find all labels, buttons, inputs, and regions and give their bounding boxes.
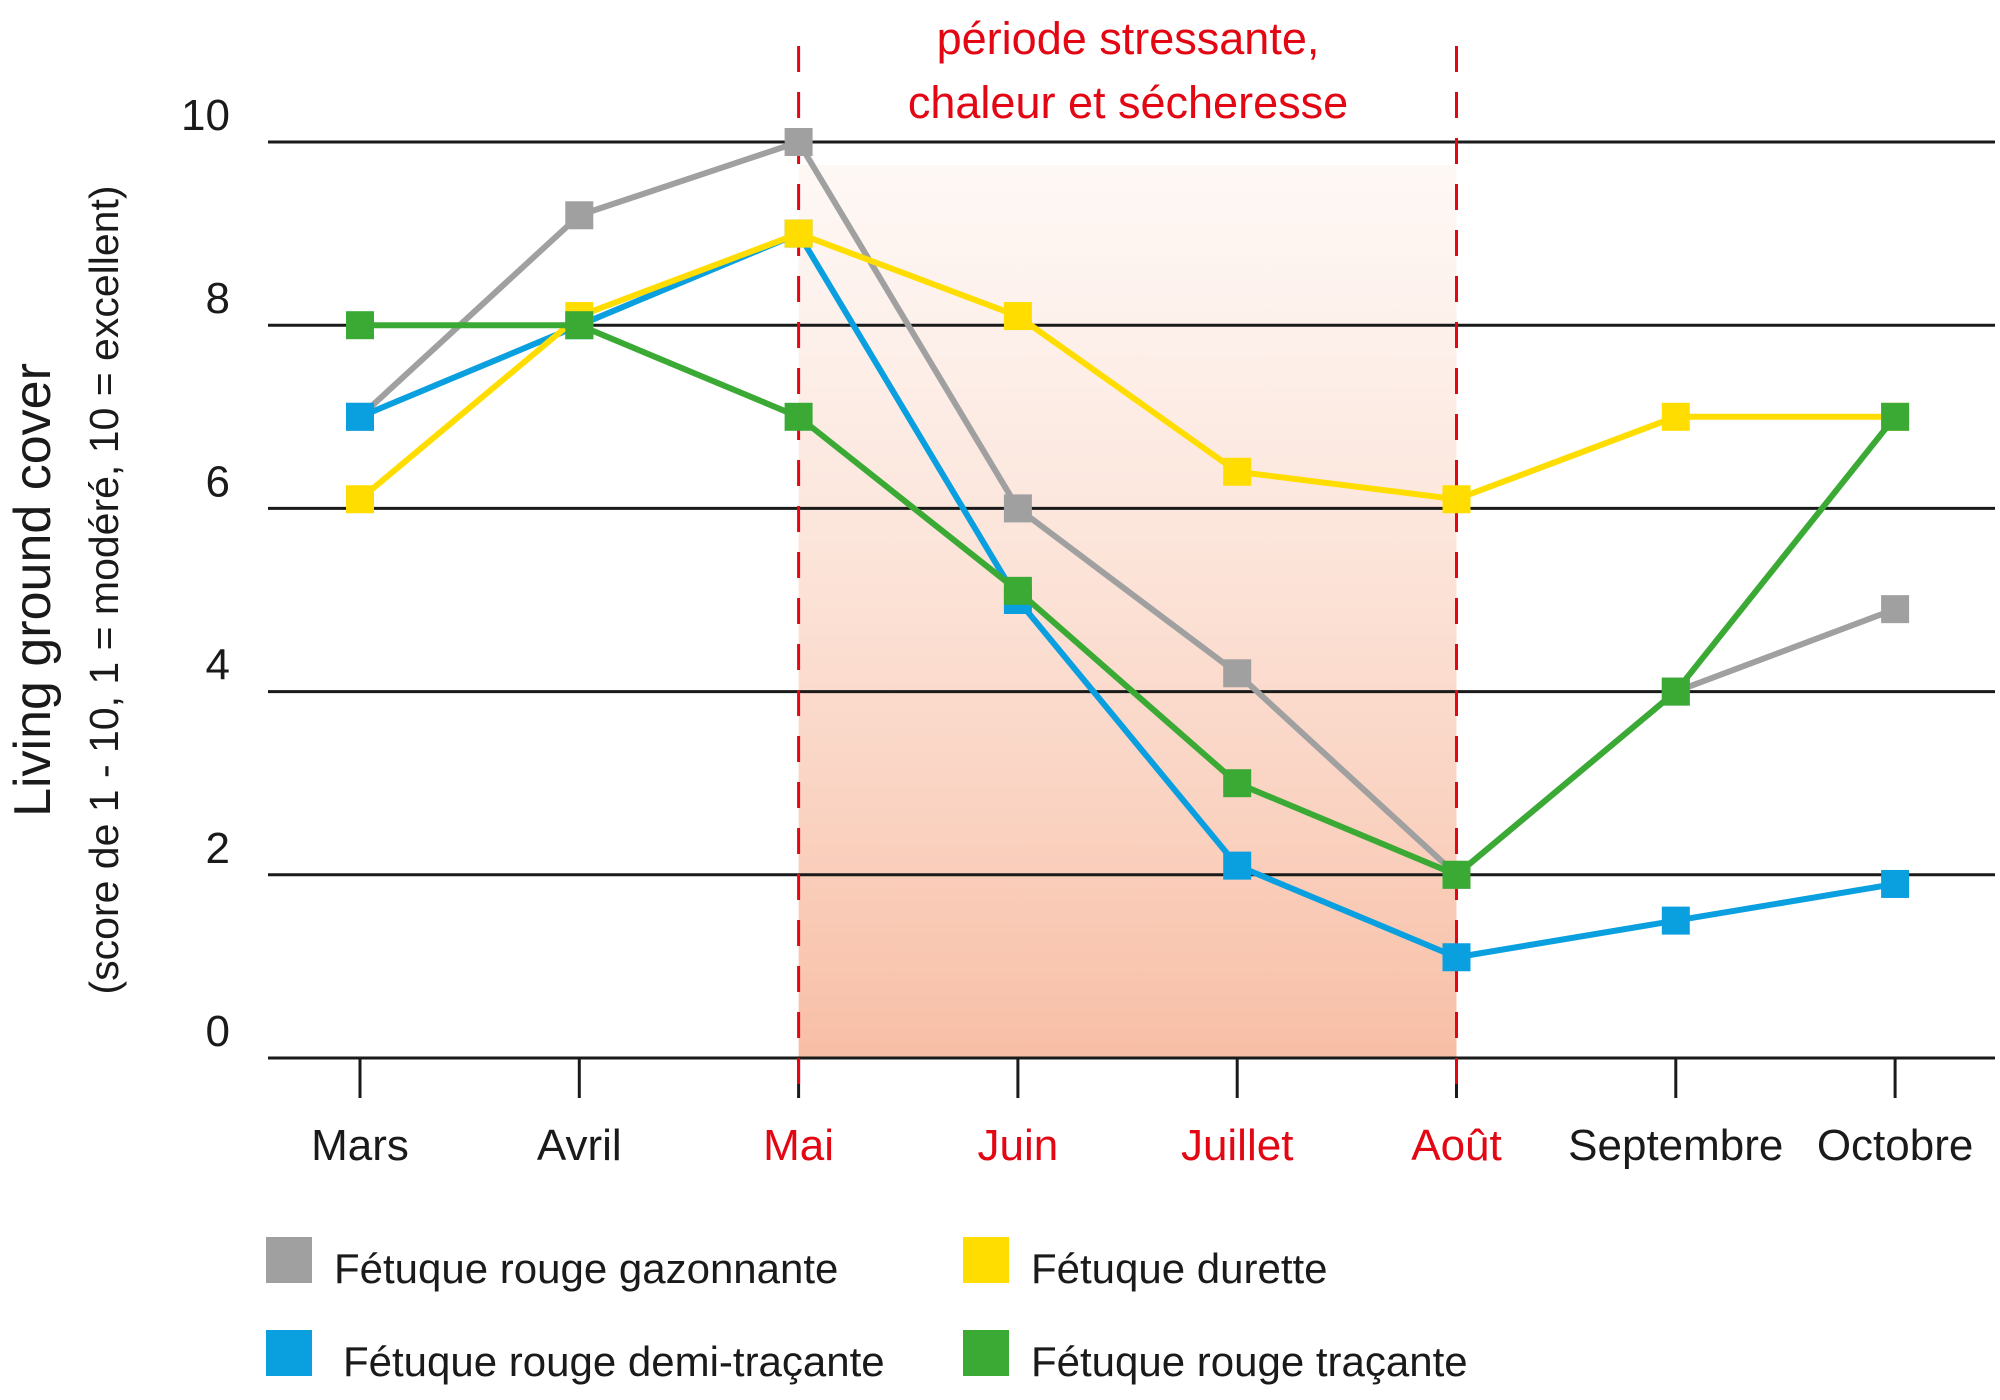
data-point-fetuque-rouge-gazonnante-octobre	[1881, 595, 1910, 624]
data-point-fetuque-rouge-tracante-mars	[346, 311, 374, 340]
data-point-fetuque-durette-juin	[1003, 302, 1032, 331]
series-layer	[346, 128, 1910, 972]
series-fetuque-rouge-tracante	[346, 311, 1910, 889]
legend-swatch-durette	[963, 1237, 1009, 1283]
data-point-fetuque-rouge-gazonnante-juillet	[1223, 659, 1252, 688]
data-point-fetuque-durette-mars	[346, 485, 374, 514]
data-point-fetuque-durette-aout	[1442, 485, 1471, 514]
y-axis-subtitle: (score de 1 - 10, 1 = modéré, 10 = excel…	[81, 185, 127, 994]
x-tick-label-juin: Juin	[978, 1121, 1059, 1170]
x-axis-tick-labels: Mars Avril Mai Juin Juillet Août Septembre Octo…	[311, 1121, 1973, 1170]
data-point-fetuque-rouge-gazonnante-avril	[565, 201, 594, 230]
legend-label-durette: Fétuque durette	[1031, 1245, 1328, 1292]
series-line-fetuque-rouge-tracante	[360, 322, 1898, 878]
x-tick-label-octobre: Octobre	[1817, 1121, 1974, 1170]
legend: Fétuque rouge gazonnante Fétuque durette…	[266, 1237, 1468, 1385]
legend-swatch-gazonnante	[266, 1237, 312, 1283]
y-tick-label-10: 10	[181, 91, 230, 140]
data-point-fetuque-rouge-demi-tracante-juillet	[1223, 851, 1252, 880]
data-point-fetuque-rouge-demi-tracante-mars	[346, 402, 374, 431]
legend-label-gazonnante: Fétuque rouge gazonnante	[334, 1245, 838, 1292]
data-point-fetuque-rouge-demi-tracante-aout	[1442, 943, 1471, 972]
series-line-fetuque-durette	[358, 230, 1896, 503]
data-point-fetuque-durette-juillet	[1223, 457, 1252, 486]
data-point-fetuque-rouge-tracante-aout	[1442, 860, 1471, 889]
data-point-fetuque-rouge-tracante-octobre	[1881, 402, 1910, 431]
x-tick-label-avril: Avril	[537, 1121, 622, 1170]
legend-swatch-tracante	[963, 1330, 1009, 1376]
data-point-fetuque-rouge-gazonnante-mai	[784, 128, 813, 156]
y-tick-label-0: 0	[206, 1007, 230, 1056]
x-tick-label-septembre: Septembre	[1568, 1121, 1783, 1170]
x-tick-label-mars: Mars	[311, 1121, 409, 1170]
x-tick-label-juillet: Juillet	[1181, 1121, 1294, 1170]
y-tick-label-2: 2	[206, 824, 230, 873]
series-line-fetuque-rouge-demi-tracante	[358, 230, 1896, 961]
y-tick-label-4: 4	[206, 641, 230, 690]
data-point-fetuque-rouge-tracante-mai	[784, 402, 813, 431]
data-point-fetuque-rouge-gazonnante-juin	[1003, 494, 1032, 523]
x-axis-ticks	[358, 1058, 1897, 1098]
legend-label-demi-tracante: Fétuque rouge demi-traçante	[343, 1338, 885, 1385]
data-point-fetuque-rouge-demi-tracante-septembre	[1661, 906, 1690, 935]
stress-period-label-line-2: chaleur et sécheresse	[908, 77, 1348, 128]
stress-period-shading	[798, 165, 1457, 1058]
data-point-fetuque-rouge-tracante-avril	[565, 311, 594, 340]
data-point-fetuque-rouge-tracante-juin	[1003, 576, 1032, 605]
stress-period-label-line-1: période stressante,	[937, 13, 1320, 64]
data-point-fetuque-rouge-tracante-juillet	[1223, 769, 1252, 798]
y-axis-title: Living ground cover	[4, 363, 62, 817]
x-tick-label-mai: Mai	[763, 1121, 834, 1170]
legend-swatch-demi-tracante	[266, 1330, 312, 1376]
data-point-fetuque-rouge-tracante-septembre	[1661, 677, 1690, 706]
y-axis-tick-labels: 0 2 4 6 8 10	[181, 91, 230, 1056]
legend-label-tracante: Fétuque rouge traçante	[1031, 1338, 1468, 1385]
x-tick-label-aout: Août	[1411, 1121, 1502, 1170]
data-point-fetuque-durette-mai	[784, 219, 813, 248]
y-tick-label-8: 8	[206, 274, 230, 323]
y-tick-label-6: 6	[206, 457, 230, 506]
data-point-fetuque-rouge-demi-tracante-octobre	[1881, 869, 1910, 898]
data-point-fetuque-durette-septembre	[1661, 402, 1690, 431]
stress-period-boundaries	[797, 46, 1458, 1098]
